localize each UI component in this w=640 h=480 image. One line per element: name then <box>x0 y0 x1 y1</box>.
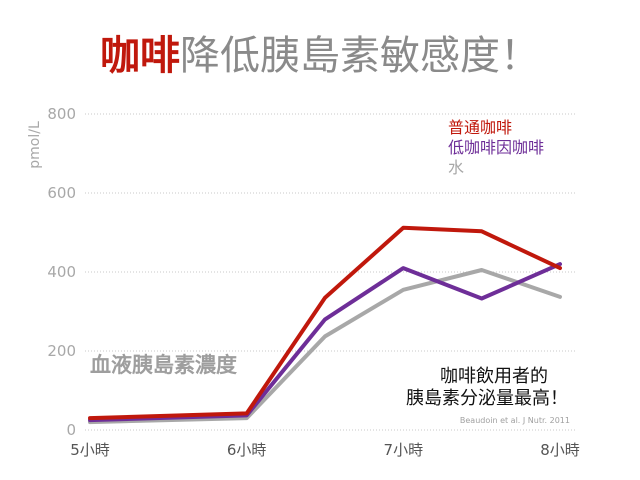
series-line-0 <box>88 225 562 421</box>
page-title: 咖啡降低胰島素敏感度！ <box>0 30 640 82</box>
y-tick-label: 0 <box>66 421 76 439</box>
y-tick-label: 600 <box>47 184 76 202</box>
title-highlight: 咖啡 <box>100 33 180 79</box>
x-tick-label: 6小時 <box>227 441 267 459</box>
y-ticks: 0 200 400 600 800 <box>47 105 76 439</box>
legend-item-regular: 普通咖啡 <box>448 118 512 137</box>
legend-item-decaf: 低咖啡因咖啡 <box>448 138 544 157</box>
y-tick-label: 200 <box>47 342 76 360</box>
legend-item-water: 水 <box>448 158 464 177</box>
source-citation: Beaudoin et al. J Nutr. 2011 <box>460 416 570 425</box>
annotation-blood-insulin: 血液胰島素濃度 <box>90 353 237 377</box>
series-line-2 <box>88 268 562 425</box>
y-tick-label: 400 <box>47 263 76 281</box>
x-ticks: 5小時 6小時 7小時 8小時 <box>70 441 580 459</box>
series-lines <box>88 225 562 425</box>
x-tick-label: 5小時 <box>70 441 110 459</box>
title-rest: 降低胰島素敏感度！ <box>180 33 540 79</box>
annotation-line-2: 胰島素分泌量最高！ <box>406 388 568 409</box>
x-tick-label: 7小時 <box>384 441 424 459</box>
y-tick-label: 800 <box>47 105 76 123</box>
annotation-line-1: 咖啡飲用者的 <box>440 366 548 387</box>
y-axis-label: pmol/L <box>27 121 43 169</box>
x-tick-label: 8小時 <box>540 441 580 459</box>
